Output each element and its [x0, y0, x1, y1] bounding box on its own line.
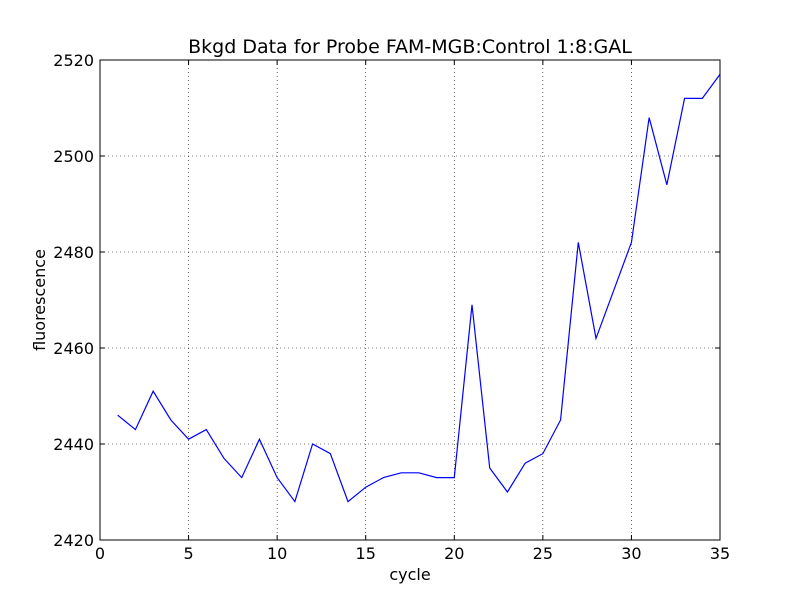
- x-tick-label: 0: [95, 544, 105, 563]
- x-tick-label: 20: [444, 544, 464, 563]
- y-tick-label: 2460: [53, 339, 94, 358]
- x-tick-label: 30: [621, 544, 641, 563]
- x-tick-label: 25: [533, 544, 553, 563]
- chart-title: Bkgd Data for Probe FAM-MGB:Control 1:8:…: [188, 36, 632, 58]
- series-layer: [117, 74, 721, 503]
- x-tick-label: 35: [710, 544, 730, 563]
- y-tick-label: 2480: [53, 243, 94, 262]
- x-axis-label: cycle: [389, 565, 430, 584]
- y-tick-label: 2420: [53, 531, 94, 550]
- x-tick-label: 10: [267, 544, 287, 563]
- grid: [100, 60, 720, 540]
- x-tick-label: 5: [183, 544, 193, 563]
- y-tick-label: 2500: [53, 147, 94, 166]
- x-tick-label: 15: [356, 544, 376, 563]
- ticks: 0 5 10 15 20 25 30 35 2420 2440 2460 2480 2500 2520: [53, 51, 730, 563]
- plot-area: [100, 60, 720, 540]
- plot-frame: [99, 59, 721, 541]
- y-tick-label: 2440: [53, 435, 94, 454]
- y-axis-label: fluorescence: [30, 249, 49, 351]
- y-tick-label: 2520: [53, 51, 94, 70]
